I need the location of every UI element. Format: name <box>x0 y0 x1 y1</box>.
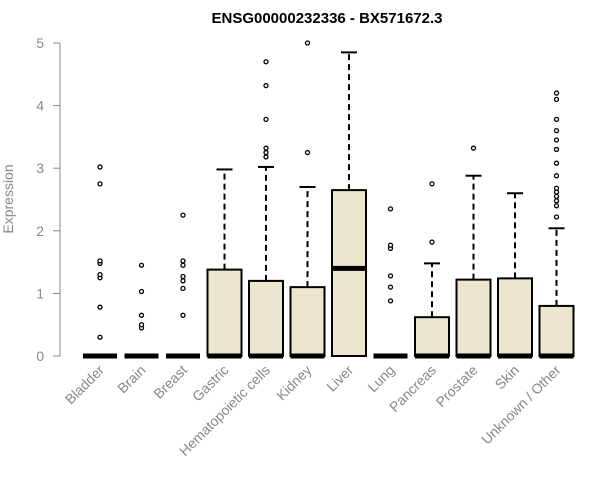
outlier-point <box>553 116 560 123</box>
box-body <box>248 279 284 358</box>
box-body <box>538 304 575 358</box>
outlier-point <box>263 145 269 151</box>
x-category-label: Prostate <box>432 362 480 410</box>
outlier-point <box>97 164 103 170</box>
outlier-point <box>138 322 145 328</box>
outlier-point <box>387 242 394 248</box>
x-category-label: Brain <box>114 362 148 396</box>
outlier-point <box>470 145 477 151</box>
outlier-point <box>429 181 435 187</box>
outlier-point <box>138 288 145 295</box>
outlier-point <box>97 304 103 310</box>
outlier-point <box>180 312 186 318</box>
box-brain <box>124 262 159 359</box>
box-prostate <box>455 145 492 359</box>
outlier-point <box>553 193 560 200</box>
box-breast <box>166 212 200 359</box>
outlier-point <box>97 271 103 278</box>
outlier-point <box>553 127 560 134</box>
outlier-point <box>263 59 269 65</box>
chart-title: ENSG00000232336 - BX571672.3 <box>211 10 442 27</box>
outlier-point <box>180 212 186 218</box>
box-pancreas <box>414 181 450 359</box>
outlier-point <box>97 258 103 264</box>
outlier-point <box>553 203 560 209</box>
outlier-point <box>553 214 560 220</box>
box-body <box>455 278 492 357</box>
x-category-label: Unknown / Other <box>478 362 564 448</box>
outlier-point <box>387 206 394 212</box>
box-body <box>289 286 326 358</box>
outlier-point <box>263 82 269 89</box>
y-tick-label: 3 <box>36 160 44 176</box>
outlier-point <box>553 160 560 166</box>
box-liver <box>331 51 367 357</box>
x-category-label: Lung <box>364 362 397 395</box>
box-hematopoietic-cells <box>248 59 284 359</box>
y-tick-label: 1 <box>36 285 44 301</box>
x-category-label: Breast <box>150 362 190 402</box>
outlier-point <box>553 146 560 153</box>
box-gastric <box>206 168 243 359</box>
outlier-point <box>553 198 560 204</box>
y-axis-label: Expression <box>0 164 16 233</box>
outlier-point <box>97 181 103 187</box>
y-tick-label: 2 <box>36 223 44 239</box>
outlier-point <box>180 262 186 268</box>
outlier-point <box>553 185 560 191</box>
outlier-point <box>304 149 311 156</box>
outlier-point <box>387 298 394 304</box>
x-category-label: Skin <box>492 362 523 393</box>
outlier-point <box>553 96 560 102</box>
outlier-point <box>97 334 103 340</box>
boxes-group <box>83 40 575 359</box>
outlier-point <box>263 116 269 123</box>
outlier-point <box>180 285 186 292</box>
outlier-point <box>304 40 311 46</box>
box-body <box>206 268 243 357</box>
y-tick-label: 4 <box>36 98 44 114</box>
box-body <box>331 189 367 357</box>
box-skin <box>497 192 533 359</box>
box-lung <box>373 206 408 359</box>
outlier-point <box>387 284 394 290</box>
outlier-point <box>553 137 560 143</box>
box-bladder <box>83 164 117 359</box>
outlier-point <box>138 312 145 318</box>
outlier-point <box>553 90 560 96</box>
x-category-label: Kidney <box>273 362 315 404</box>
outlier-point <box>180 278 186 284</box>
y-tick-label: 5 <box>36 35 44 51</box>
box-body <box>414 316 450 357</box>
outlier-point <box>180 258 186 264</box>
outlier-point <box>138 262 145 268</box>
y-tick-label: 0 <box>36 348 44 364</box>
box-unknown-other <box>538 90 575 359</box>
outlier-point <box>387 273 394 279</box>
outlier-point <box>429 239 435 245</box>
box-body <box>497 277 533 358</box>
outlier-point <box>263 149 269 156</box>
box-kidney <box>289 40 326 359</box>
x-category-label: Bladder <box>62 362 108 408</box>
outlier-point <box>263 154 269 160</box>
x-category-label: Liver <box>323 362 356 395</box>
outlier-point <box>180 273 186 280</box>
y-axis: 0 1 2 3 4 5 <box>36 35 61 364</box>
outlier-point <box>553 173 560 179</box>
